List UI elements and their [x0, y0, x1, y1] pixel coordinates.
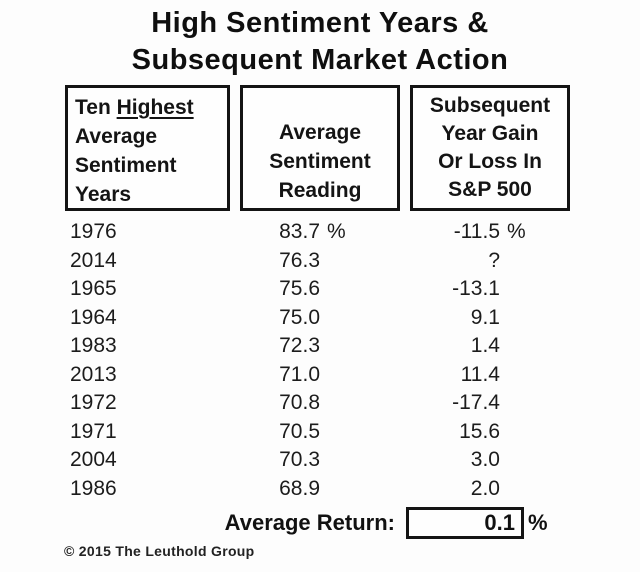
sentiment-cell: 72.3 — [279, 334, 320, 358]
table-row: 2013 71.0 11.4 — [0, 361, 640, 390]
chart-title: High Sentiment Years & Subsequent Market… — [0, 5, 640, 79]
average-return-row: Average Return: 0.1 % — [0, 505, 640, 541]
header-line: Year Gain — [441, 122, 539, 145]
header-text-underlined: Highest — [116, 96, 194, 119]
header-line: Average — [278, 121, 362, 144]
header-subsequent-return: Subsequent Year Gain Or Loss In S&P 500 — [410, 85, 570, 211]
return-cell: -17.4 — [452, 391, 500, 415]
sentiment-cell: 75.0 — [279, 305, 320, 329]
sentiment-unit: % — [327, 220, 346, 244]
header-line: Average — [75, 125, 158, 148]
header-line: Years — [75, 183, 132, 206]
header-sentiment-years: Ten Highest Average Sentiment Years — [65, 85, 230, 211]
table-row: 1983 72.3 1.4 — [0, 332, 640, 361]
year-cell: 1972 — [70, 391, 117, 415]
copyright-text: © 2015 The Leuthold Group — [64, 543, 255, 559]
return-cell: 15.6 — [459, 419, 500, 443]
sentiment-cell: 83.7 — [279, 220, 320, 244]
year-cell: 1976 — [70, 220, 117, 244]
header-line: S&P 500 — [448, 178, 532, 201]
return-cell: -13.1 — [452, 277, 500, 301]
header-line: Sentiment — [269, 150, 371, 173]
year-cell: 2013 — [70, 362, 117, 386]
sentiment-cell: 70.8 — [279, 391, 320, 415]
header-line: Sentiment — [75, 154, 177, 177]
return-cell: 11.4 — [460, 362, 500, 386]
average-return-unit: % — [528, 510, 548, 535]
average-return-value-box: 0.1 — [406, 507, 524, 539]
year-cell: 1971 — [70, 419, 117, 443]
average-return-label: Average Return: — [224, 510, 395, 535]
table-row: 1965 75.6 -13.1 — [0, 275, 640, 304]
return-cell: 3.0 — [470, 448, 500, 472]
header-line: Ten Highest — [75, 93, 225, 122]
return-cell: 2.0 — [470, 476, 500, 500]
year-cell: 1964 — [70, 305, 117, 329]
sentiment-cell: 71.0 — [279, 362, 320, 386]
year-cell: 1983 — [70, 334, 117, 358]
chart-title-line2: Subsequent Market Action — [131, 44, 509, 76]
average-return-value: 0.1 — [484, 510, 515, 535]
table-body: 1976 83.7 % -11.5 % 2014 76.3 ? 1965 75.… — [0, 218, 640, 503]
table-row: 1972 70.8 -17.4 — [0, 389, 640, 418]
return-cell: 1.4 — [470, 334, 500, 358]
year-cell: 1986 — [70, 476, 117, 500]
return-unit: % — [507, 220, 526, 244]
table-header-row: Ten Highest Average Sentiment Years Aver… — [65, 85, 570, 211]
header-line: Or Loss In — [438, 150, 542, 173]
table-row: 1964 75.0 9.1 — [0, 304, 640, 333]
sentiment-cell: 75.6 — [279, 277, 320, 301]
return-cell: ? — [488, 248, 500, 272]
sentiment-cell: 70.3 — [279, 448, 320, 472]
sentiment-cell: 68.9 — [279, 476, 320, 500]
table-row: 1976 83.7 % -11.5 % — [0, 218, 640, 247]
table-row: 1986 68.9 2.0 — [0, 475, 640, 504]
sentiment-cell: 70.5 — [279, 419, 320, 443]
header-line: Reading — [278, 179, 362, 202]
header-line: Subsequent — [429, 94, 551, 117]
table-row: 1971 70.5 15.6 — [0, 418, 640, 447]
return-cell: -11.5 — [453, 220, 500, 244]
table-row: 2014 76.3 ? — [0, 247, 640, 276]
year-cell: 1965 — [70, 277, 117, 301]
return-cell: 9.1 — [470, 305, 500, 329]
table-row: 2004 70.3 3.0 — [0, 446, 640, 475]
header-text: Ten — [75, 96, 117, 119]
sentiment-cell: 76.3 — [279, 248, 320, 272]
year-cell: 2004 — [70, 448, 117, 472]
chart-title-line1: High Sentiment Years & — [151, 7, 489, 39]
year-cell: 2014 — [70, 248, 117, 272]
header-sentiment-reading: Average Sentiment Reading — [240, 85, 400, 211]
